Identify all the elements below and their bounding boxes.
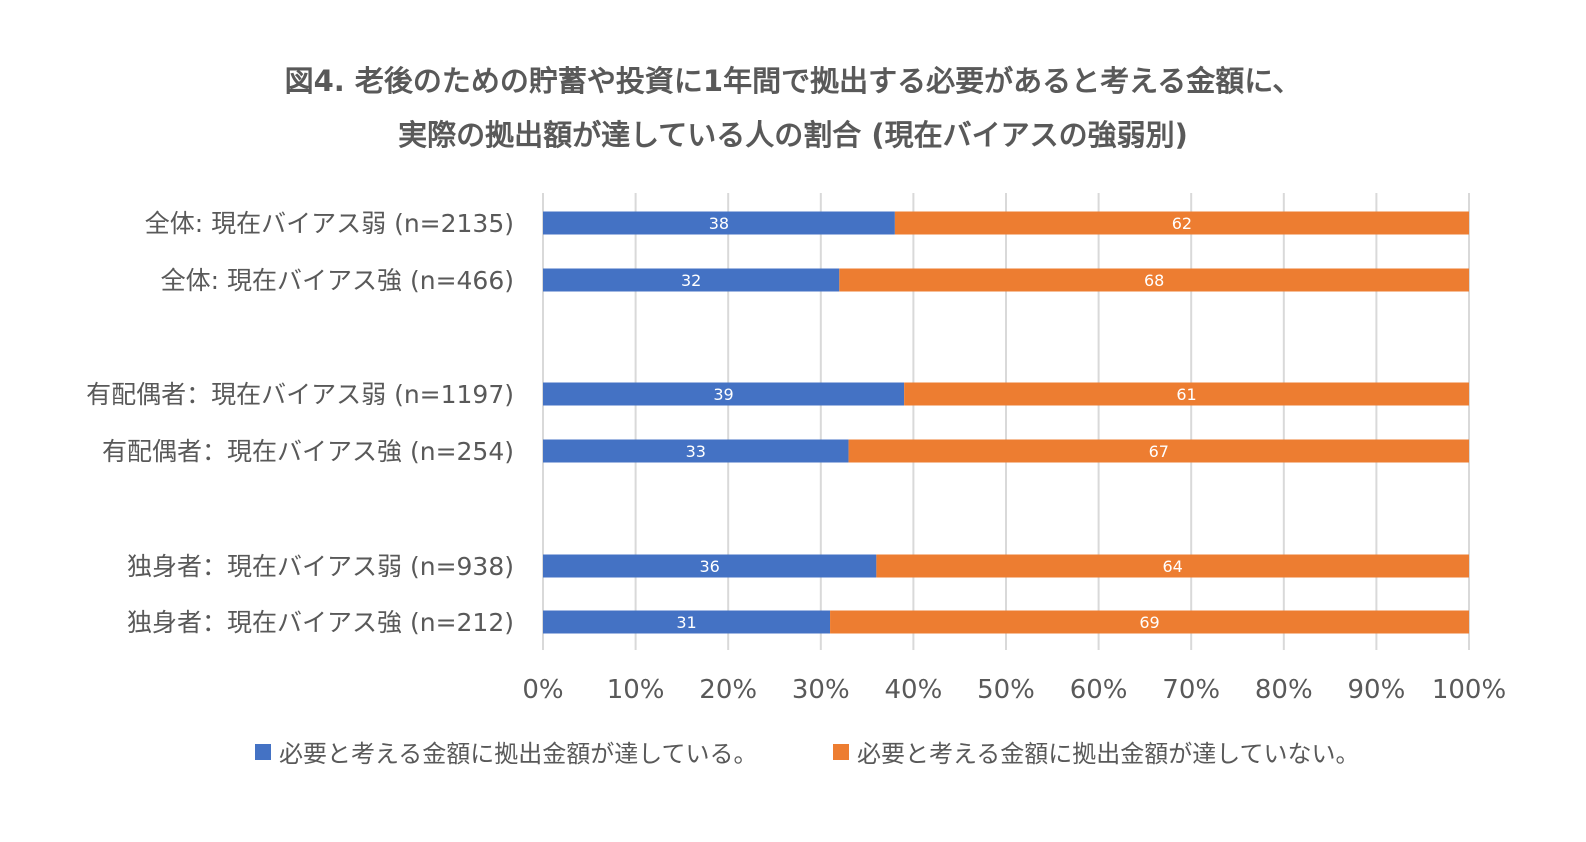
- bar-series0-row2: [543, 382, 905, 406]
- legend: 必要と考える金額に拠出金額が達している。 必要と考える金額に拠出金額が達していな…: [0, 734, 1586, 774]
- data-label-series0-row5: 31: [676, 613, 696, 632]
- x-tick-label-2: 20%: [699, 675, 757, 705]
- x-tick-label-3: 30%: [792, 675, 850, 705]
- x-tick-label-1: 10%: [607, 675, 665, 705]
- bar-series0-row0: [543, 211, 895, 235]
- data-label-series0-row4: 36: [700, 557, 720, 576]
- bar-series1-row4: [876, 554, 1469, 578]
- legend-swatch-reached: [255, 743, 271, 760]
- category-label-3: 有配偶者：現在バイアス強 (n=254): [102, 437, 514, 466]
- legend-label-not-reached: 必要と考える金額に拠出金額が達していない。: [857, 740, 1360, 768]
- data-label-series1-row2: 61: [1176, 385, 1196, 404]
- legend-item-reached: 必要と考える金額に拠出金額が達している。: [255, 734, 758, 769]
- bar-series0-row1: [543, 268, 840, 292]
- data-label-series0-row3: 33: [686, 442, 706, 461]
- category-label-4: 独身者：現在バイアス弱 (n=938): [127, 552, 514, 581]
- bar-series0-row5: [543, 610, 831, 634]
- legend-item-not-reached: 必要と考える金額に拠出金額が達していない。: [833, 734, 1360, 769]
- bar-series1-row2: [904, 382, 1469, 406]
- category-label-5: 独身者：現在バイアス強 (n=212): [127, 608, 514, 637]
- legend-label-reached: 必要と考える金額に拠出金額が達している。: [279, 740, 758, 768]
- x-tick-label-10: 100%: [1432, 675, 1506, 705]
- data-label-series1-row5: 69: [1139, 613, 1159, 632]
- data-label-series1-row0: 62: [1172, 214, 1192, 233]
- x-tick-label-8: 80%: [1255, 675, 1313, 705]
- category-label-2: 有配偶者：現在バイアス弱 (n=1197): [86, 380, 514, 409]
- bar-series0-row3: [543, 439, 849, 463]
- x-tick-label-7: 70%: [1162, 675, 1220, 705]
- bar-series1-row0: [894, 211, 1469, 235]
- x-tick-label-0: 0%: [522, 675, 563, 705]
- category-label-0: 全体: 現在バイアス弱 (n=2135): [145, 209, 514, 238]
- bar-series1-row3: [848, 439, 1469, 463]
- data-label-series1-row4: 64: [1163, 557, 1183, 576]
- x-tick-label-9: 90%: [1348, 675, 1406, 705]
- category-label-1: 全体: 現在バイアス強 (n=466): [161, 266, 514, 295]
- bar-series1-row1: [839, 268, 1469, 292]
- data-label-series1-row1: 68: [1144, 271, 1164, 290]
- bar-series1-row5: [830, 610, 1469, 634]
- data-label-series1-row3: 67: [1149, 442, 1169, 461]
- data-label-series0-row2: 39: [713, 385, 733, 404]
- chart-title-line-2: 実際の拠出額が達している人の割合 (現在バイアスの強弱別): [398, 118, 1188, 152]
- chart-title-line-1: 図4. 老後のための貯蓄や投資に1年間で拠出する必要があると考える金額に、: [284, 64, 1302, 98]
- x-tick-label-6: 60%: [1070, 675, 1128, 705]
- x-tick-label-5: 50%: [977, 675, 1035, 705]
- data-label-series0-row1: 32: [681, 271, 701, 290]
- data-label-series0-row0: 38: [709, 214, 729, 233]
- legend-swatch-not-reached: [833, 743, 849, 760]
- bar-series0-row4: [543, 554, 877, 578]
- x-tick-label-4: 40%: [885, 675, 943, 705]
